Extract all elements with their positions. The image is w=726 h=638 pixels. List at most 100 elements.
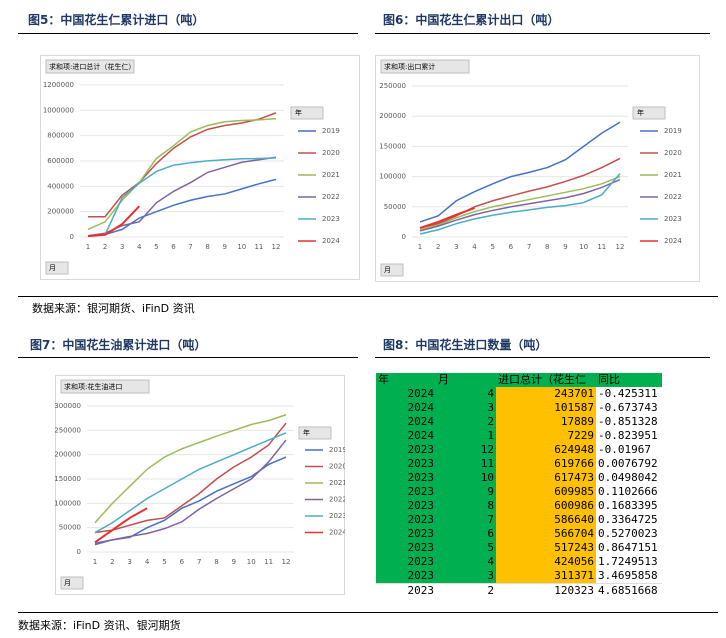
- legend-label: 2020: [329, 463, 345, 471]
- header-row: 年月进口总计（花生仁 同比: [376, 373, 662, 387]
- series-line: [87, 178, 277, 237]
- legend-filter: [290, 106, 324, 120]
- x-tick-label: 8: [214, 558, 218, 566]
- table-cell: 2023: [376, 499, 436, 513]
- filter-button: [45, 261, 69, 275]
- table-cell: 517243: [496, 541, 596, 555]
- source: 数据来源：银河期货、iFinD 资讯: [32, 302, 195, 315]
- table-cell: 3: [436, 569, 496, 584]
- y-tick-label: 0: [70, 233, 74, 241]
- x-tick-label: 3: [127, 558, 131, 566]
- x-tick-label: 9: [232, 558, 236, 566]
- x-tick-label: 1: [93, 558, 97, 566]
- table-cell: -0.851328: [596, 415, 662, 429]
- y-tick-label: 200000: [379, 112, 406, 120]
- table-cell: 2023: [376, 569, 436, 584]
- x-tick-label: 4: [145, 558, 150, 566]
- axis-button: 月: [384, 266, 391, 274]
- y-tick-label: 300000: [55, 402, 81, 410]
- x-tick-label: 5: [490, 243, 494, 251]
- x-tick-label: 7: [188, 243, 192, 251]
- legend-label: 2022: [322, 193, 340, 201]
- legend-filter: [632, 106, 666, 120]
- table-cell: 7229: [496, 429, 596, 443]
- table-cell: 120323: [496, 583, 596, 598]
- y-tick-label: 0: [77, 548, 81, 556]
- series-line: [419, 157, 621, 229]
- chart: 求和项:进口总计（花生仁） 月 0 200000 400000 600000 800000 1…: [40, 55, 360, 280]
- legend-label: 2020: [322, 149, 340, 157]
- filter-button: [60, 576, 84, 590]
- table-row: 2023 11 619766 0.0076792: [376, 457, 662, 471]
- rule: [18, 612, 718, 613]
- rule: [18, 357, 358, 358]
- legend-title: 年: [303, 428, 310, 437]
- table-row: 2024 4 243701 -0.425311: [376, 387, 662, 401]
- legend-label: 2022: [329, 496, 345, 504]
- table-cell: 1.7249513: [596, 555, 662, 569]
- series-line: [419, 173, 621, 235]
- legend-label: 2024: [322, 237, 340, 245]
- y-tick-label: 200000: [47, 208, 74, 216]
- table-cell: 2024: [376, 415, 436, 429]
- field-label: 求和项:出口累计: [384, 62, 435, 71]
- table-row: 2023 7 586640 0.3364725: [376, 513, 662, 527]
- y-tick-label: 1200000: [43, 81, 74, 89]
- field-label: 求和项:花生油进口: [64, 382, 122, 391]
- x-tick-label: 3: [120, 243, 124, 251]
- x-tick-label: 9: [563, 243, 567, 251]
- table-cell: 11: [436, 457, 496, 471]
- legend-label: 2022: [664, 193, 682, 201]
- table-cell: 624948: [496, 443, 596, 457]
- column-header: 同比: [596, 373, 662, 387]
- field-button: [60, 379, 150, 394]
- series-line: [87, 205, 140, 238]
- table-row: 2023 4 424056 1.7249513: [376, 555, 662, 569]
- table-cell: 0.3364725: [596, 513, 662, 527]
- table-cell: 2024: [376, 401, 436, 415]
- table-cell: -0.823951: [596, 429, 662, 443]
- table-cell: 617473: [496, 471, 596, 485]
- table-cell: 609985: [496, 485, 596, 499]
- table-cell: 9: [436, 485, 496, 499]
- source: 数据来源：iFinD 资讯、银河期货: [18, 619, 181, 632]
- table-cell: -0.673743: [596, 401, 662, 415]
- series-line: [419, 178, 621, 232]
- legend-label: 2023: [322, 215, 340, 223]
- legend-label: 2021: [322, 171, 340, 179]
- legend-label: 2024: [664, 237, 682, 245]
- table-cell: 566704: [496, 527, 596, 541]
- y-tick-label: 0: [402, 233, 406, 241]
- series-line: [87, 156, 277, 237]
- table-cell: -0.425311: [596, 387, 662, 401]
- table-cell: 311371: [496, 569, 596, 584]
- legend-label: 2019: [329, 446, 345, 454]
- table-cell: 0.5270023: [596, 527, 662, 541]
- legend-label: 2023: [664, 215, 682, 223]
- series-line: [94, 507, 148, 544]
- table-cell: 2023: [376, 457, 436, 471]
- y-tick-label: 50000: [59, 524, 81, 532]
- table-cell: 586640: [496, 513, 596, 527]
- column-header: 年: [376, 373, 436, 387]
- x-tick-label: 8: [205, 243, 209, 251]
- x-tick-label: 5: [154, 243, 158, 251]
- y-tick-label: 200000: [55, 451, 81, 459]
- legend-title: 年: [637, 108, 644, 117]
- rule: [375, 357, 710, 358]
- x-tick-label: 10: [237, 243, 246, 251]
- table-row: 2023 10 617473 0.0498042: [376, 471, 662, 485]
- x-tick-label: 7: [197, 558, 201, 566]
- x-tick-label: 3: [454, 243, 458, 251]
- table-cell: 17889: [496, 415, 596, 429]
- series-line: [419, 207, 475, 229]
- table-cell: 10: [436, 471, 496, 485]
- x-tick-label: 5: [162, 558, 166, 566]
- table-cell: 2024: [376, 387, 436, 401]
- table-cell: 2023: [376, 527, 436, 541]
- table-row: 2023 2 120323 4.6851668: [376, 583, 662, 598]
- table-cell: 1: [436, 429, 496, 443]
- x-tick-label: 2: [103, 243, 107, 251]
